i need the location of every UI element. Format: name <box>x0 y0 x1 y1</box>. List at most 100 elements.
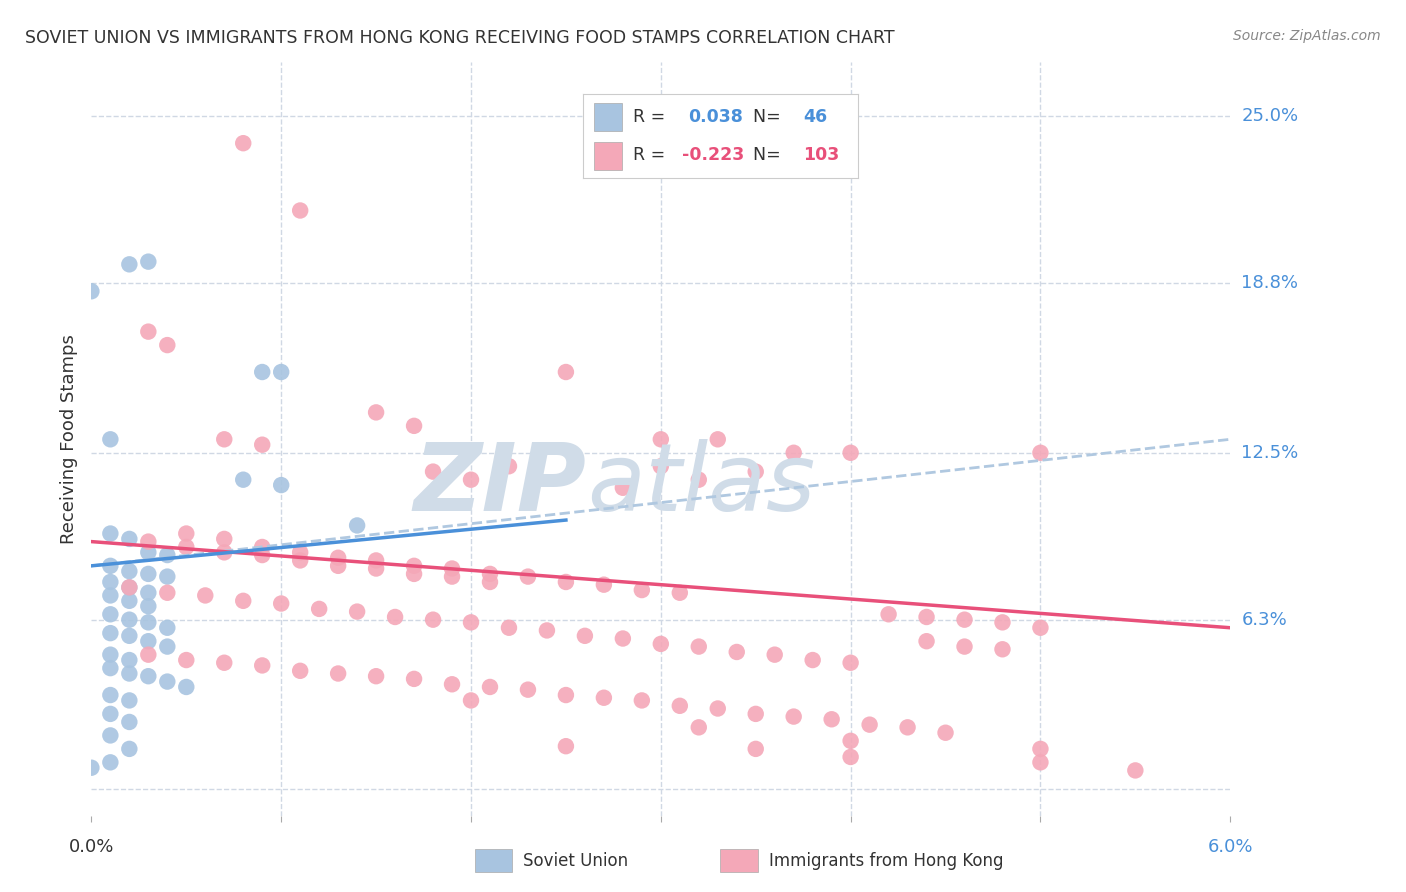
Point <box>745 706 768 721</box>
FancyBboxPatch shape <box>475 849 512 872</box>
Point <box>156 621 179 635</box>
Text: Source: ZipAtlas.com: Source: ZipAtlas.com <box>1233 29 1381 43</box>
Point <box>877 607 900 622</box>
Point <box>138 586 160 600</box>
Point <box>250 438 273 452</box>
Point <box>897 720 920 734</box>
Point <box>364 669 387 683</box>
Point <box>669 698 692 713</box>
Point <box>991 642 1014 657</box>
Point <box>138 634 160 648</box>
Text: ZIP: ZIP <box>413 439 586 531</box>
Point <box>326 666 349 681</box>
Point <box>650 433 672 447</box>
Point <box>593 577 616 591</box>
Point <box>194 589 217 603</box>
Point <box>138 615 160 630</box>
Point <box>953 613 976 627</box>
Point <box>745 742 768 756</box>
Point <box>839 733 862 747</box>
Point <box>1029 621 1052 635</box>
Point <box>138 254 160 268</box>
Point <box>118 580 141 594</box>
Point <box>118 564 141 578</box>
Point <box>118 257 141 271</box>
Point <box>174 653 197 667</box>
Point <box>555 365 578 379</box>
Text: 0.038: 0.038 <box>688 108 742 126</box>
Point <box>98 688 122 702</box>
Point <box>250 548 273 562</box>
Point <box>441 561 464 575</box>
Point <box>118 613 141 627</box>
Point <box>364 405 387 419</box>
Point <box>460 615 482 630</box>
Point <box>98 607 122 622</box>
Point <box>839 446 862 460</box>
Point <box>1029 446 1052 460</box>
Point <box>953 640 976 654</box>
Point <box>138 534 160 549</box>
Point <box>250 365 273 379</box>
Point <box>98 756 122 770</box>
Point <box>118 693 141 707</box>
Point <box>138 669 160 683</box>
Point <box>118 532 141 546</box>
Point <box>991 615 1014 630</box>
Point <box>915 634 938 648</box>
Text: 0.0%: 0.0% <box>69 838 114 855</box>
Text: N=: N= <box>754 108 787 126</box>
Point <box>118 594 141 608</box>
Point <box>232 594 254 608</box>
FancyBboxPatch shape <box>595 142 621 169</box>
Point <box>839 656 862 670</box>
Point <box>763 648 786 662</box>
Point <box>821 712 844 726</box>
Point <box>250 658 273 673</box>
Point <box>404 418 426 433</box>
FancyBboxPatch shape <box>720 849 758 872</box>
Point <box>631 693 654 707</box>
Point <box>517 682 540 697</box>
Point <box>156 640 179 654</box>
Text: N=: N= <box>754 146 787 164</box>
Point <box>650 459 672 474</box>
Point <box>688 473 710 487</box>
Text: Immigrants from Hong Kong: Immigrants from Hong Kong <box>769 852 1002 870</box>
Text: atlas: atlas <box>586 439 815 530</box>
Point <box>118 742 141 756</box>
Point <box>460 693 482 707</box>
Point <box>98 589 122 603</box>
Point <box>118 629 141 643</box>
Point <box>631 583 654 598</box>
Point <box>478 680 502 694</box>
Point <box>498 621 520 635</box>
Point <box>156 569 179 583</box>
Point <box>98 574 122 589</box>
Text: 46: 46 <box>803 108 827 126</box>
Point <box>915 610 938 624</box>
Point <box>290 203 312 218</box>
Point <box>650 637 672 651</box>
Point <box>612 632 634 646</box>
Point <box>839 750 862 764</box>
Point <box>441 677 464 691</box>
Point <box>574 629 596 643</box>
Point <box>745 465 768 479</box>
Point <box>364 561 387 575</box>
Point <box>934 725 956 739</box>
Point <box>612 481 634 495</box>
Point <box>782 709 804 723</box>
Point <box>478 574 502 589</box>
Point <box>555 739 578 754</box>
Point <box>270 478 292 492</box>
Point <box>346 518 368 533</box>
Point <box>308 602 330 616</box>
Point <box>1029 756 1052 770</box>
Point <box>174 680 197 694</box>
FancyBboxPatch shape <box>595 103 621 131</box>
Point <box>174 526 197 541</box>
Point <box>98 433 122 447</box>
Point <box>517 569 540 583</box>
Point <box>326 558 349 573</box>
